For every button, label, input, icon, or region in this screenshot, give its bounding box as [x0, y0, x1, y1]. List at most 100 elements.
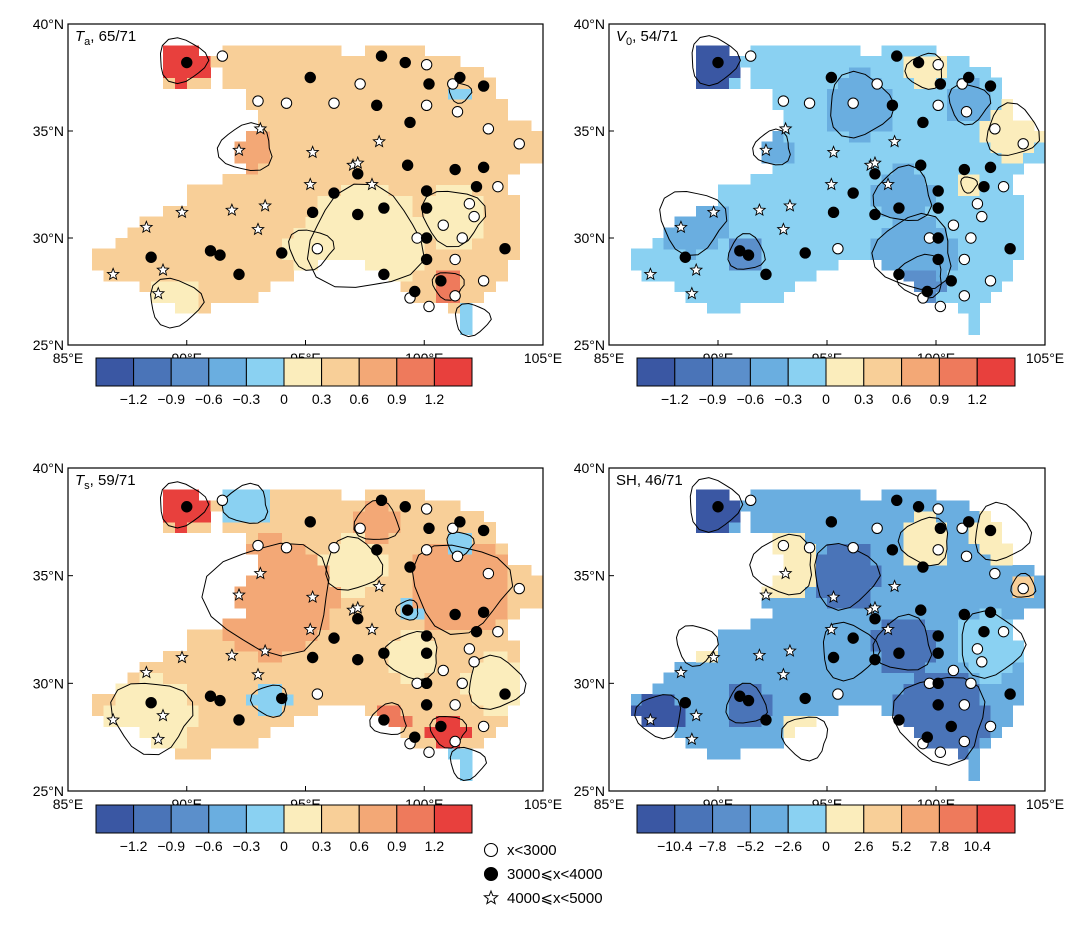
field-cell [881, 521, 893, 534]
field-cell [293, 141, 307, 153]
field-cell [459, 312, 473, 325]
field-cell [739, 651, 752, 663]
field-cell [269, 152, 283, 164]
field-cell [198, 704, 212, 717]
field-cell [936, 109, 948, 121]
field-cell [424, 618, 437, 631]
field-cell [139, 238, 152, 250]
field-cell [968, 77, 981, 89]
field-cell [936, 726, 948, 738]
field-cell [805, 152, 817, 164]
field-cell [222, 640, 235, 652]
field-cell [269, 270, 283, 282]
field-cell [707, 511, 719, 523]
field-cell [305, 56, 318, 68]
field-cell [925, 216, 937, 228]
field-cell [317, 597, 330, 609]
field-cell [914, 152, 926, 164]
field-cell [990, 88, 1002, 100]
field-cell [979, 248, 992, 260]
field-cell [186, 56, 200, 68]
field-cell [174, 511, 188, 523]
station-star [258, 198, 273, 212]
field-cell [794, 227, 806, 239]
field-cell [805, 56, 817, 68]
field-cell [448, 205, 461, 218]
field-cell [305, 45, 318, 57]
colorbar-label: 5.2 [892, 838, 912, 854]
field-cell [827, 248, 839, 260]
field-cell [471, 564, 485, 577]
field-cell [329, 597, 342, 609]
field-cell [376, 521, 390, 534]
field-cell [400, 651, 413, 663]
field-cell [990, 661, 1002, 674]
station-filled [869, 653, 881, 666]
field-cell [783, 694, 795, 706]
station-filled [181, 56, 193, 69]
field-cell [400, 489, 413, 501]
field-cell [968, 769, 981, 781]
field-cell [353, 227, 366, 239]
field-cell [163, 77, 176, 89]
field-cell [531, 575, 544, 588]
field-cell [925, 737, 937, 749]
field-cell [946, 521, 959, 534]
field-cell [837, 607, 850, 620]
station-markers [643, 494, 1029, 758]
field-cell [495, 715, 508, 727]
field-cell [1034, 131, 1046, 143]
field-cell [837, 109, 850, 121]
field-cell [115, 259, 128, 271]
field-cell [246, 163, 259, 175]
field-cell [459, 109, 473, 121]
field-cell [979, 715, 992, 727]
field-cell [816, 98, 828, 111]
field-cell [728, 291, 741, 303]
field-cell [210, 270, 223, 282]
colorbar-label: −10.4 [657, 838, 693, 854]
colorbar-label: 2.6 [854, 838, 874, 854]
station-open [871, 522, 883, 534]
field-cell [495, 651, 508, 663]
legend-label: 3000⩽x<4000 [507, 866, 603, 883]
field-cell [892, 511, 904, 523]
field-cell [837, 98, 850, 111]
field-cell [859, 629, 872, 641]
field-cell [870, 98, 883, 111]
field-cell [317, 66, 330, 79]
field-cell [448, 280, 461, 293]
station-filled [934, 522, 947, 534]
field-cell [448, 704, 461, 717]
field-cell [139, 227, 152, 239]
station-filled [449, 163, 461, 176]
field-cell [174, 683, 188, 695]
field-cell [424, 163, 437, 175]
field-cell [816, 511, 828, 523]
field-cell [663, 227, 675, 239]
colorbar-swatch [976, 357, 1016, 387]
field-cell [848, 205, 861, 218]
field-cell [728, 248, 741, 260]
field-cell [881, 586, 893, 598]
field-cell [968, 737, 981, 749]
field-cell [293, 521, 307, 534]
station-filled [679, 251, 691, 263]
field-cell [990, 715, 1002, 727]
field-cell [816, 629, 828, 641]
colorbar-label: −0.6 [195, 838, 223, 854]
field-cell [794, 511, 806, 523]
field-cell [269, 511, 283, 523]
field-cell [210, 629, 223, 641]
field-cell [448, 173, 461, 186]
field-cell [794, 575, 806, 588]
field-cell [990, 141, 1002, 153]
field-cell [353, 554, 366, 566]
field-cell [459, 141, 473, 153]
field-cell [448, 543, 461, 555]
field-cell [783, 521, 795, 534]
field-cell [305, 694, 318, 706]
field-cell [1001, 586, 1013, 598]
field-cell [353, 618, 366, 631]
field-cell [471, 737, 485, 749]
